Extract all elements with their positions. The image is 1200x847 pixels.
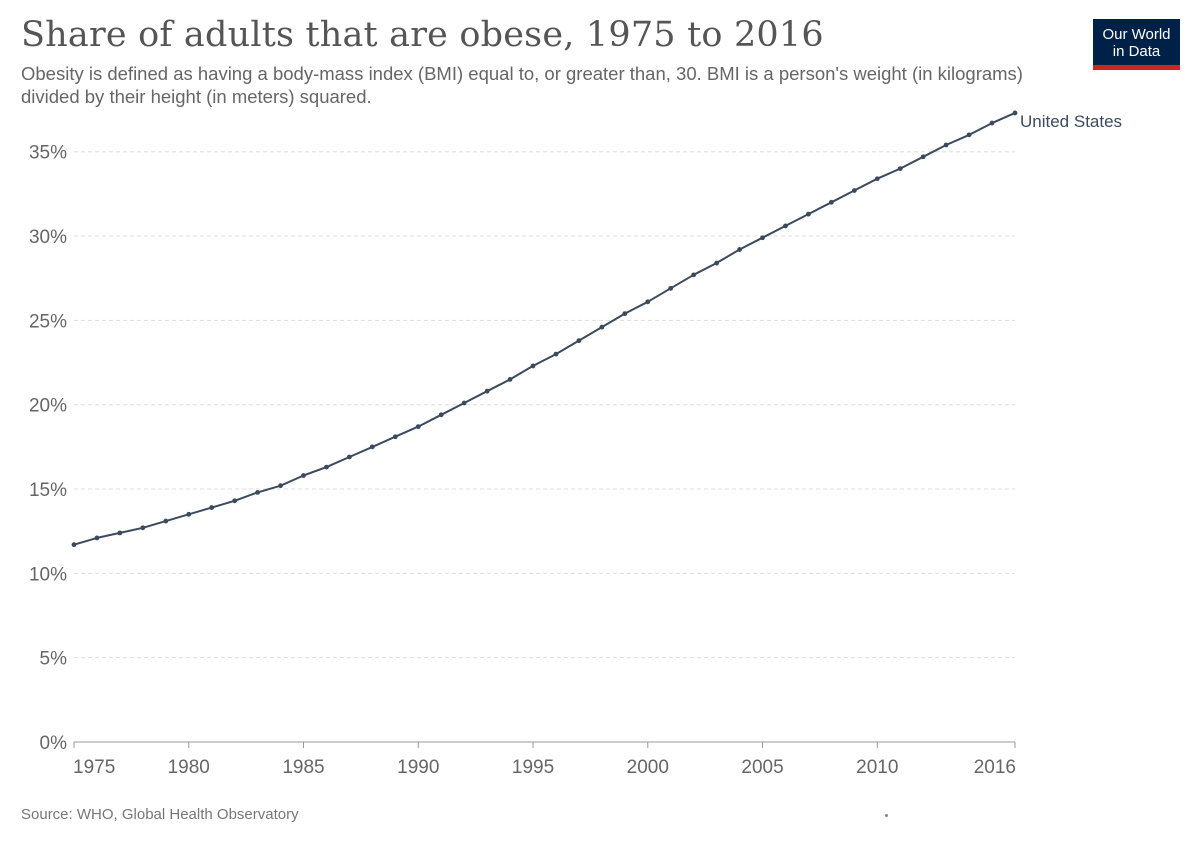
data-point: [94, 535, 100, 541]
logo-line-1: Our World: [1102, 26, 1171, 43]
data-point: [438, 412, 444, 418]
data-point: [943, 142, 949, 148]
data-point: [806, 211, 811, 217]
x-tick-label: 1995: [512, 757, 554, 778]
line-chart: 0% 5% 10% 15% 20% 25% 30% 35% 1975 1980 1985 1990 19…: [29, 110, 1122, 778]
data-point: [874, 176, 880, 182]
data-point: [851, 188, 857, 193]
data-point: [966, 132, 972, 138]
data-point: [989, 120, 995, 126]
x-tick-label: 2010: [856, 757, 898, 778]
data-point: [553, 351, 559, 357]
data-point: [691, 272, 697, 278]
data-point: [301, 473, 306, 478]
data-point: [163, 518, 169, 524]
y-tick-label: 30%: [29, 227, 67, 248]
y-tick-label: 10%: [29, 564, 67, 585]
our-world-in-data-logo[interactable]: Our World in Data: [1093, 19, 1180, 70]
source-note: Source: WHO, Global Health Observatory: [21, 806, 299, 823]
chart-subtitle: Obesity is defined as having a body-mass…: [21, 63, 1023, 107]
data-point: [714, 260, 720, 266]
x-tick-label: 2005: [741, 757, 783, 778]
x-tick-label: 1980: [168, 757, 210, 778]
data-point: [278, 483, 283, 489]
data-point: [415, 424, 421, 430]
data-point: [1012, 110, 1018, 116]
x-tick-label: 1975: [73, 757, 115, 778]
data-point: [186, 511, 192, 517]
data-point: [140, 525, 146, 531]
data-point: [530, 363, 536, 369]
y-tick-label: 15%: [29, 480, 67, 501]
footer-dot: [885, 814, 888, 817]
x-tick-label: 2000: [627, 757, 669, 778]
data-point: [828, 199, 834, 205]
data-point: [232, 498, 238, 504]
data-point: [484, 388, 490, 394]
data-point: [392, 434, 398, 440]
chart-title: Share of adults that are obese, 1975 to …: [21, 15, 824, 55]
y-tick-label: 0%: [40, 733, 68, 754]
x-tick-label: 2016: [974, 757, 1016, 778]
data-point: [117, 530, 123, 536]
data-point: [461, 400, 467, 406]
data-point: [576, 338, 582, 344]
data-point: [599, 324, 605, 330]
y-tick-label: 35%: [29, 143, 67, 164]
data-point: [507, 377, 513, 382]
data-point: [622, 311, 628, 317]
data-point: [760, 235, 765, 241]
logo-line-2: in Data: [1112, 43, 1161, 60]
x-tick-label: 1985: [282, 757, 324, 778]
data-point: [783, 223, 788, 229]
y-tick-label: 5%: [40, 649, 68, 670]
y-tick-label: 25%: [29, 311, 67, 332]
data-point: [324, 464, 329, 470]
data-point: [347, 454, 352, 460]
series-label: United States: [1020, 112, 1122, 131]
data-point: [897, 166, 903, 171]
data-point: [737, 247, 742, 252]
x-tick-label: 1990: [397, 757, 439, 778]
data-point: [369, 444, 375, 450]
data-point: [668, 285, 674, 291]
data-point: [645, 299, 651, 305]
y-tick-label: 20%: [29, 396, 67, 417]
data-point: [209, 505, 215, 510]
data-point: [71, 542, 77, 548]
data-point: [255, 490, 261, 495]
data-point: [920, 154, 926, 160]
series-line: [73, 111, 1016, 546]
